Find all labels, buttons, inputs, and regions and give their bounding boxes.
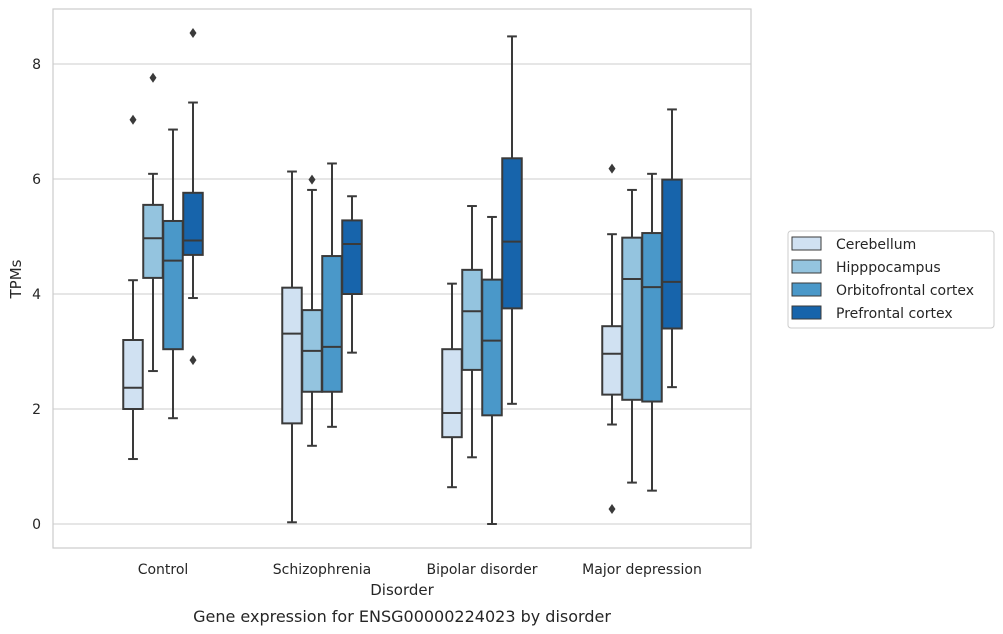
legend-swatch bbox=[791, 282, 822, 297]
box-1-2 bbox=[321, 162, 343, 428]
box-3-3 bbox=[661, 108, 683, 389]
x-tick-label: Schizophrenia bbox=[273, 562, 371, 578]
box-body bbox=[661, 178, 683, 330]
x-axis-label: Disorder bbox=[370, 581, 434, 599]
y-tick-label: 6 bbox=[32, 172, 41, 188]
legend-swatch bbox=[791, 236, 822, 251]
legend-swatch bbox=[791, 259, 822, 274]
outlier-marker bbox=[608, 504, 616, 515]
y-axis-label: TPMs bbox=[7, 259, 25, 299]
box-0-3 bbox=[182, 27, 204, 366]
box-body bbox=[641, 232, 663, 403]
y-tick-label: 8 bbox=[32, 57, 41, 73]
outlier-marker bbox=[129, 114, 137, 125]
box-body bbox=[461, 268, 483, 371]
box-body bbox=[281, 286, 303, 425]
x-tick-labels: Control Schizophrenia Bipolar disorder Majo… bbox=[138, 562, 702, 578]
box-2-0 bbox=[441, 282, 463, 489]
x-tick-label: Major depression bbox=[582, 562, 702, 578]
legend-label: Cerebellum bbox=[836, 237, 916, 253]
box-2-3 bbox=[501, 35, 523, 405]
box-2-1 bbox=[461, 205, 483, 459]
legend-swatch bbox=[791, 305, 822, 320]
legend: Cerebellum Hipppocampus Orbitofrontal cort… bbox=[787, 230, 995, 329]
box-1-1 bbox=[301, 174, 323, 447]
box-body bbox=[441, 348, 463, 439]
box-body bbox=[341, 219, 363, 295]
outlier-marker bbox=[189, 355, 197, 366]
x-tick-label: Control bbox=[138, 562, 189, 578]
y-tick-labels: 0 2 4 6 8 bbox=[32, 57, 41, 533]
box-1-3 bbox=[341, 195, 363, 354]
legend-label: Prefrontal cortex bbox=[836, 306, 953, 322]
box-body bbox=[142, 203, 164, 279]
box-body bbox=[501, 157, 523, 310]
box-body bbox=[321, 255, 343, 393]
legend-label: Hipppocampus bbox=[836, 260, 941, 276]
box-body bbox=[621, 236, 643, 401]
y-tick-label: 4 bbox=[32, 287, 41, 303]
box-0-0 bbox=[122, 114, 144, 461]
box-body bbox=[122, 339, 144, 410]
box-1-0 bbox=[281, 170, 303, 524]
y-tick-label: 2 bbox=[32, 402, 41, 418]
legend-items: Cerebellum Hipppocampus Orbitofrontal cort… bbox=[791, 236, 974, 322]
box-body bbox=[481, 278, 503, 417]
box-0-2 bbox=[162, 128, 184, 420]
chart-caption: Gene expression for ENSG00000224023 by d… bbox=[193, 607, 611, 626]
box-2-2 bbox=[481, 215, 503, 525]
outlier-marker bbox=[189, 27, 197, 38]
x-tick-label: Bipolar disorder bbox=[426, 562, 537, 578]
box-body bbox=[162, 219, 184, 351]
outlier-marker bbox=[308, 174, 316, 185]
box-body bbox=[601, 325, 623, 396]
box-groups bbox=[122, 27, 683, 525]
legend-label: Orbitofrontal cortex bbox=[836, 283, 974, 299]
y-tick-label: 0 bbox=[32, 517, 41, 533]
outlier-marker bbox=[608, 163, 616, 174]
box-body bbox=[182, 191, 204, 256]
outlier-marker bbox=[149, 72, 157, 83]
box-0-1 bbox=[142, 72, 164, 373]
legend-frame bbox=[787, 230, 995, 329]
